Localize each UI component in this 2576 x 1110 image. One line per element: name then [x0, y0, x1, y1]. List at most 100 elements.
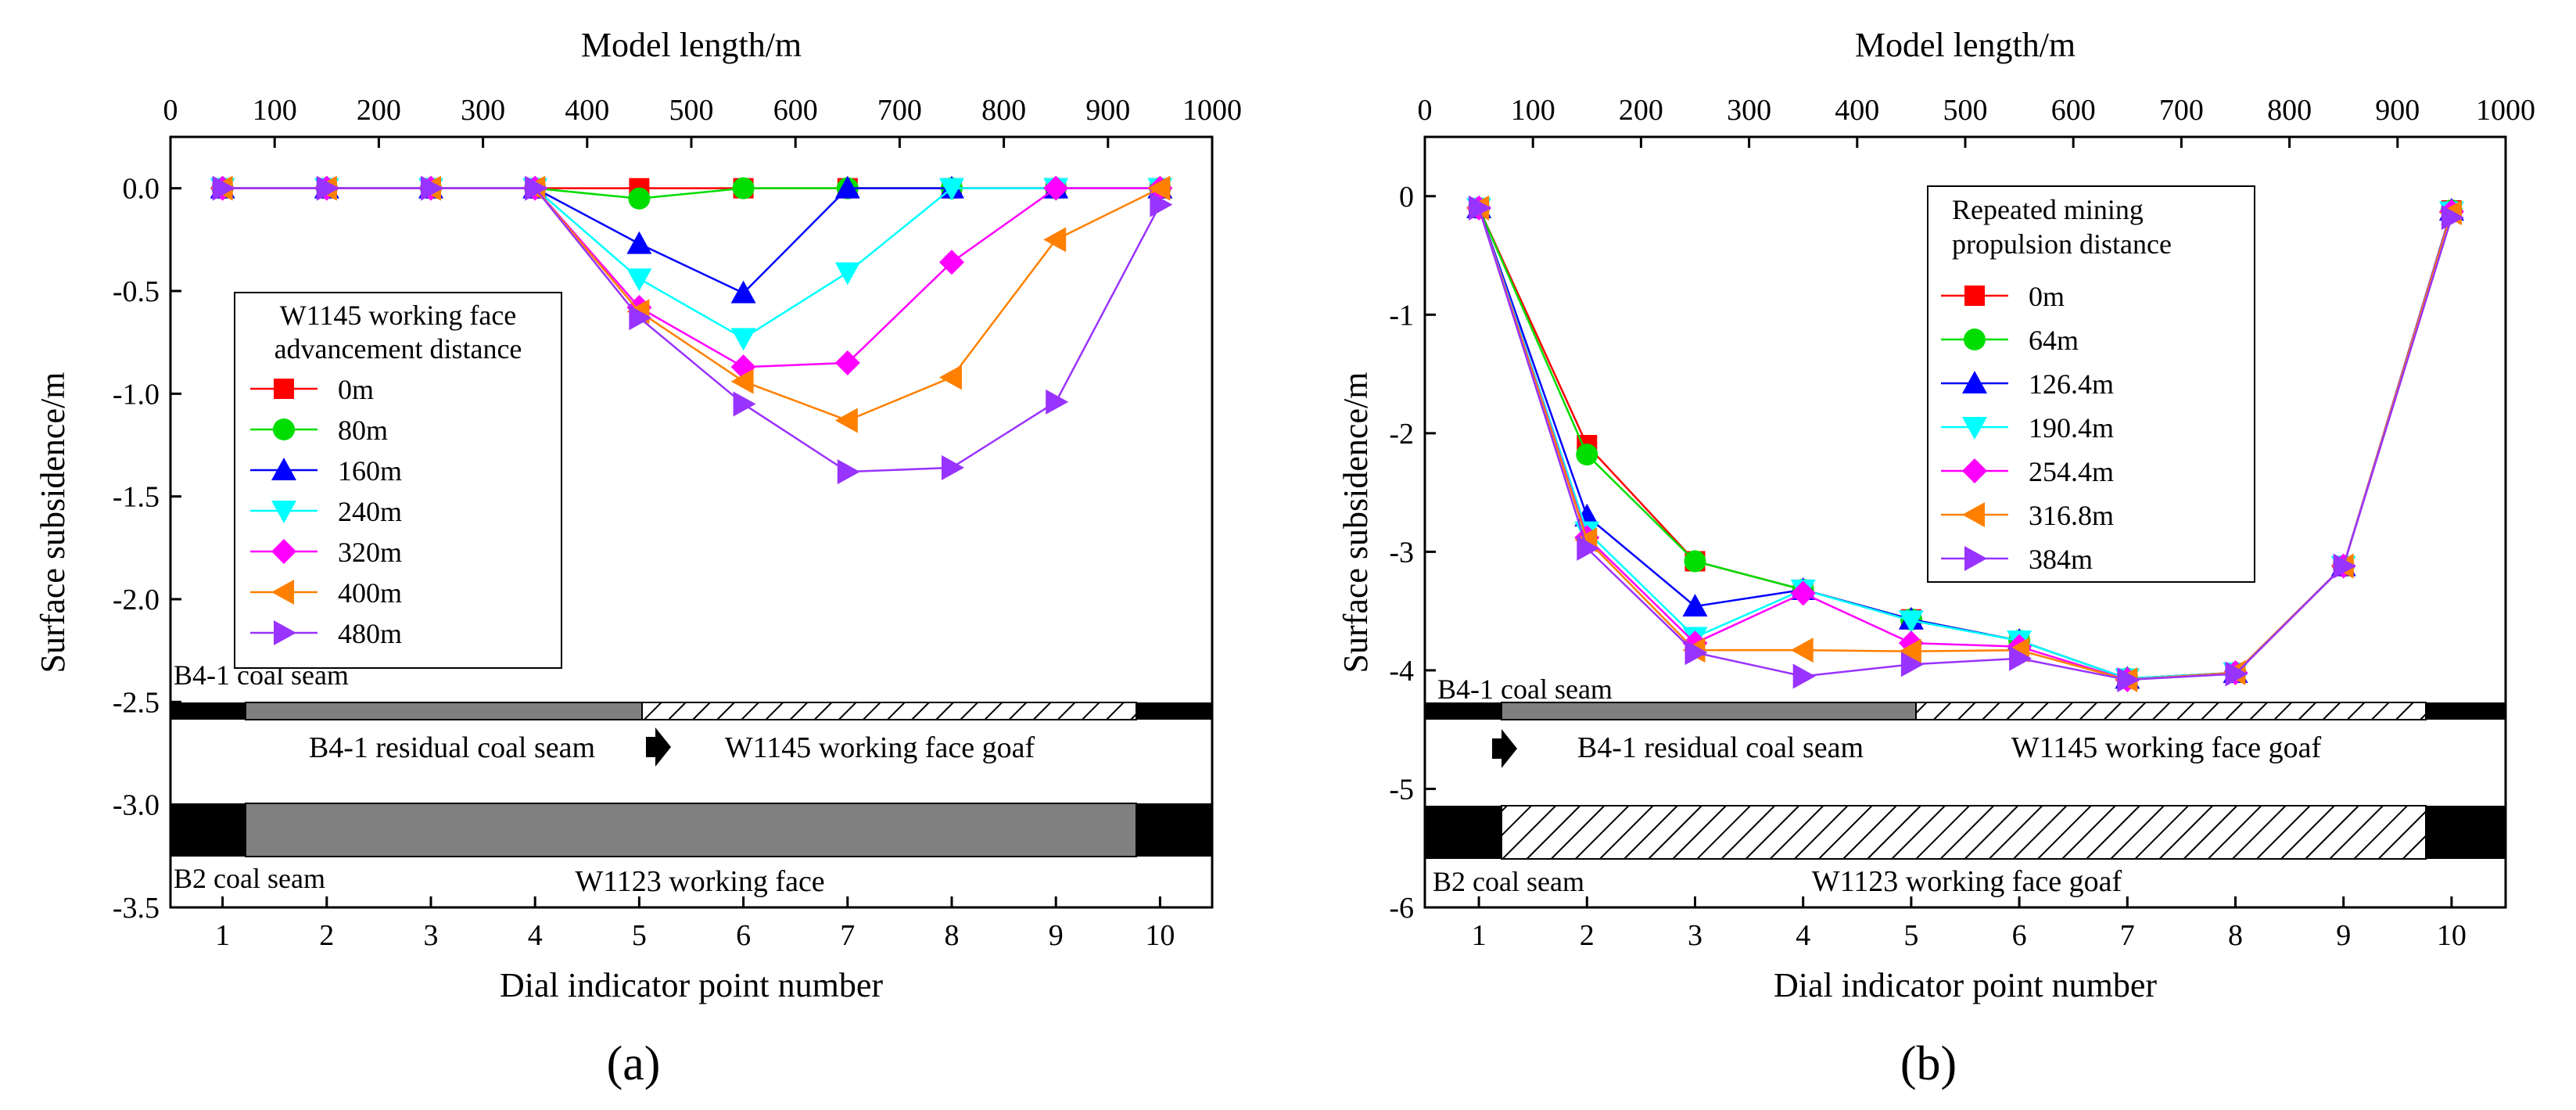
- panel-b-y-tick-label-0: 0: [1399, 181, 1414, 214]
- panel-b-top-axis-title: Model length/m: [1855, 26, 2076, 64]
- panel-a-point-480m-9: [1046, 389, 1069, 415]
- panel-a-y-tick-label-6: -3.0: [113, 789, 160, 822]
- panel-b-legend-label-0m: 0m: [2029, 281, 2065, 312]
- panel-a-strata-block-upper-left-coal: [170, 702, 246, 720]
- panel-b-legend-marker-126.4m: [1962, 371, 1987, 393]
- panel-b-strata-block-upper-right-coal: [2426, 702, 2506, 720]
- panel-b-top-tick-label-0: 0: [1418, 94, 1433, 127]
- panel-a-line-480m: [222, 187, 1161, 473]
- panel-b-strata-block-upper-goaf: [1915, 702, 2427, 720]
- panel-b-top-tick-label-6: 600: [2051, 94, 2096, 127]
- panel-a-x-tick-label-1: 2: [319, 919, 334, 952]
- panel-a-strata-block-upper-goaf: [641, 702, 1137, 720]
- panel-a-legend-marker-80m: [273, 418, 295, 440]
- panel-b-legend-entry-316.8m: 316.8m: [1941, 500, 2114, 531]
- panel-b-legend-items: 0m 64m 126.4m 190.4m 254.4m 316.8m 384m: [1941, 281, 2114, 575]
- panel-a-point-240m-7: [834, 262, 860, 286]
- panel-a-x-tick-label-0: 1: [215, 919, 230, 952]
- panel-b-legend-marker-384m: [1964, 546, 1987, 571]
- panel-b-top-tick-label-1: 100: [1511, 94, 1555, 127]
- panel-b-series-384m: [1469, 195, 2464, 693]
- panel-a-top-tick-label-10: 1000: [1182, 94, 1242, 127]
- panel-b-x-tick-label-5: 6: [2012, 919, 2027, 952]
- panel-b-point-384m-6: [2009, 645, 2032, 671]
- panel-b-line-384m: [1477, 207, 2453, 681]
- panel-b-y-tick-label-3: -3: [1389, 536, 1414, 569]
- panel-b-lower-seam-label: B2 coal seam: [1433, 866, 1584, 897]
- panel-b-x-tick-label-3: 4: [1796, 919, 1810, 952]
- panel-a-x-tick-label-9: 10: [1145, 919, 1175, 952]
- panel-b-legend-title-2: propulsion distance: [1952, 228, 2172, 260]
- panel-a-series-480m: [212, 175, 1173, 485]
- panel-b-point-384m-5: [1900, 652, 1924, 677]
- panel-a: 0.0 -0.5 -1.0 -1.5 -2.0 -2.5 -3.0 -3.5 1 2 3 4 5 6 7 8…: [34, 26, 1242, 1090]
- panel-b-legend-entry-384m: 384m: [1941, 544, 2093, 575]
- panel-b-legend-entry-190.4m: 190.4m: [1941, 412, 2114, 444]
- panel-b-y-tick-label-1: -1: [1389, 299, 1414, 332]
- panel-a-point-160m-6: [730, 280, 756, 304]
- panel-a-point-160m-5: [626, 231, 652, 254]
- panel-a-series: [210, 175, 1173, 485]
- panel-b-top-tick-label-7: 700: [2159, 94, 2204, 127]
- panel-a-point-240m-6: [730, 328, 756, 351]
- panel-b-strata-arrow: [1492, 729, 1517, 768]
- panel-a-point-400m-6: [730, 368, 754, 394]
- panel-a-y-axis: 0.0 -0.5 -1.0 -1.5 -2.0 -2.5 -3.0 -3.5: [113, 173, 181, 925]
- panel-a-x-tick-label-2: 3: [424, 919, 439, 952]
- panel-a-strata-block-lower-panel: [245, 803, 1137, 857]
- panel-a-x-tick-label-6: 7: [840, 919, 855, 952]
- panel-a-y-tick-label-5: -2.5: [113, 686, 160, 719]
- panel-a-top-tick-label-9: 900: [1085, 94, 1130, 127]
- panel-a-y-tick-label-3: -1.5: [113, 481, 160, 514]
- panel-b-legend-label-64m: 64m: [2029, 325, 2079, 356]
- panel-b-top-tick-label-4: 400: [1835, 94, 1879, 127]
- panel-b-point-126.4m-3: [1682, 594, 1708, 617]
- panel-a-point-320m-7: [834, 350, 860, 375]
- panel-a-top-tick-label-6: 600: [773, 94, 818, 127]
- panel-b-point-384m-4: [1792, 663, 1816, 689]
- panel-b-legend-label-190.4m: 190.4m: [2029, 412, 2114, 444]
- panel-a-legend: W1145 working face advancement distance …: [234, 292, 562, 669]
- panel-b-x-tick-label-4: 5: [1903, 919, 1918, 952]
- panel-a-x-tick-label-8: 9: [1049, 919, 1064, 952]
- panel-a-legend-title-1: W1145 working face: [280, 300, 517, 331]
- panel-a-legend-label-160m: 160m: [338, 455, 402, 487]
- panel-b-legend-marker-64m: [1964, 329, 1986, 350]
- panel-b-lower-label: W1123 working face goaf: [1812, 865, 2122, 898]
- panel-b-x-tick-label-7: 8: [2228, 919, 2243, 952]
- panel-b-strata-block-upper-residual: [1501, 702, 1917, 720]
- panel-a-legend-title-2: advancement distance: [274, 333, 522, 365]
- panel-a-legend-label-320m: 320m: [338, 537, 402, 568]
- panel-b-legend-label-126.4m: 126.4m: [2029, 368, 2114, 400]
- panel-a-x-axis: 1 2 3 4 5 6 7 8 9 10: [215, 896, 1175, 952]
- panel-b-y-tick-label-5: -5: [1389, 773, 1414, 806]
- panel-a-point-480m-3: [421, 175, 443, 201]
- panel-b-legend-marker-316.8m: [1962, 502, 1985, 527]
- panel-a-lower-label: W1123 working face: [575, 865, 824, 898]
- panel-b-legend-marker-190.4m: [1962, 417, 1987, 440]
- panel-b-x-tick-label-1: 2: [1580, 919, 1595, 952]
- panel-b-point-384m-10: [2441, 205, 2464, 231]
- panel-a-strata-block-lower-right-coal: [1136, 803, 1212, 857]
- panel-a-top-tick-label-8: 800: [981, 94, 1026, 127]
- panel-b-legend-label-254.4m: 254.4m: [2029, 456, 2114, 487]
- panel-a-x-tick-label-7: 8: [945, 919, 960, 952]
- panel-a-x-tick-label-4: 5: [632, 919, 647, 952]
- panel-b-series: [1466, 195, 2464, 693]
- panel-a-line-160m: [222, 187, 1161, 295]
- panel-a-y-tick-label-2: -1.0: [113, 378, 160, 411]
- panel-a-legend-items: 0m 80m 160m 240m 320m 400m 480m: [250, 374, 402, 649]
- panel-a-strata-block-upper-residual: [245, 702, 643, 720]
- panel-b-point-384m-2: [1577, 535, 1600, 561]
- panel-a-legend-entry-160m: 160m: [250, 455, 402, 487]
- panel-a-y-axis-title: Surface subsidence/m: [34, 372, 72, 674]
- panel-a-lower-seam-label: B2 coal seam: [174, 863, 325, 894]
- panel-b-x-axis: 1 2 3 4 5 6 7 8 9 10: [1472, 896, 2467, 952]
- panel-a-legend-entry-0m: 0m: [250, 374, 374, 405]
- panel-a-legend-marker-480m: [274, 620, 296, 645]
- panel-b-top-tick-label-5: 500: [1943, 94, 1988, 127]
- panel-a-point-160m-7: [834, 175, 860, 199]
- panel-a-x-axis-title: Dial indicator point number: [500, 966, 883, 1004]
- panel-a-upper-right-label: W1145 working face goaf: [725, 731, 1035, 764]
